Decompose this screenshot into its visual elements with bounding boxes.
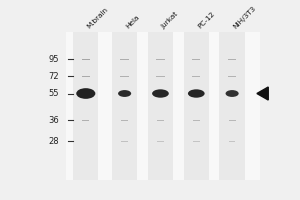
FancyBboxPatch shape <box>193 141 200 142</box>
FancyBboxPatch shape <box>82 120 89 121</box>
FancyBboxPatch shape <box>229 120 236 121</box>
Text: 28: 28 <box>48 137 59 146</box>
Ellipse shape <box>76 88 95 99</box>
FancyBboxPatch shape <box>148 32 173 180</box>
FancyBboxPatch shape <box>66 32 260 180</box>
FancyBboxPatch shape <box>228 76 236 77</box>
Text: Hela: Hela <box>124 14 140 30</box>
Text: M.brain: M.brain <box>86 6 109 30</box>
Polygon shape <box>257 87 268 100</box>
Text: 95: 95 <box>48 55 59 64</box>
Ellipse shape <box>226 90 239 97</box>
FancyBboxPatch shape <box>229 141 236 142</box>
FancyBboxPatch shape <box>157 120 164 121</box>
FancyBboxPatch shape <box>82 59 90 60</box>
FancyBboxPatch shape <box>120 59 129 60</box>
FancyBboxPatch shape <box>157 141 164 142</box>
Text: Jurkat: Jurkat <box>160 10 180 30</box>
Text: PC-12: PC-12 <box>196 10 216 30</box>
Text: 36: 36 <box>48 116 59 125</box>
FancyBboxPatch shape <box>193 120 200 121</box>
Ellipse shape <box>118 90 131 97</box>
FancyBboxPatch shape <box>120 76 129 77</box>
FancyBboxPatch shape <box>121 141 128 142</box>
FancyBboxPatch shape <box>121 120 128 121</box>
FancyBboxPatch shape <box>228 59 236 60</box>
FancyBboxPatch shape <box>112 32 137 180</box>
Text: 55: 55 <box>48 89 59 98</box>
FancyBboxPatch shape <box>156 59 165 60</box>
FancyBboxPatch shape <box>192 59 200 60</box>
Text: NIH/3T3: NIH/3T3 <box>232 5 257 30</box>
Ellipse shape <box>188 89 205 98</box>
Ellipse shape <box>152 89 169 98</box>
FancyBboxPatch shape <box>156 76 165 77</box>
FancyBboxPatch shape <box>219 32 245 180</box>
FancyBboxPatch shape <box>192 76 200 77</box>
FancyBboxPatch shape <box>82 76 90 77</box>
Text: 72: 72 <box>48 72 59 81</box>
FancyBboxPatch shape <box>184 32 209 180</box>
FancyBboxPatch shape <box>73 32 98 180</box>
